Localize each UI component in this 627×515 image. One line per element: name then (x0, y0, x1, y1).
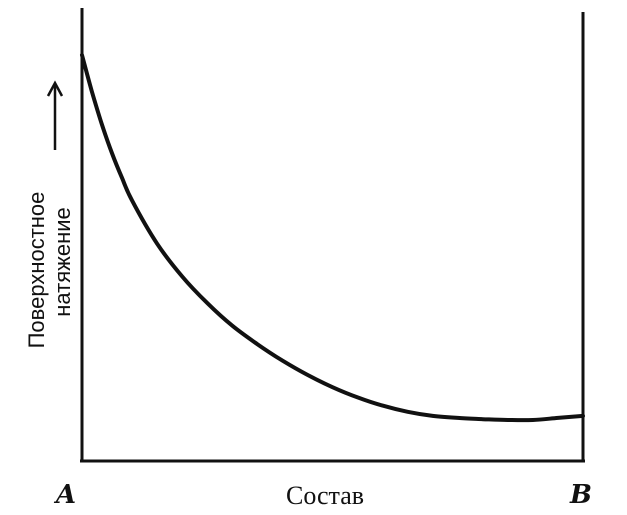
y-axis-title: Поверхностное натяжение (24, 192, 75, 349)
x-axis-label: Состав (286, 481, 364, 510)
y-direction-arrow (46, 80, 64, 150)
x-end-label-b: B (569, 480, 592, 510)
x-end-label-a: A (53, 480, 76, 510)
series-line (80, 53, 585, 423)
y-axis-label-line-1: Поверхностное (24, 192, 49, 349)
y-axis-label-line-2: натяжение (50, 207, 75, 317)
arrow-head-icon (46, 80, 64, 97)
